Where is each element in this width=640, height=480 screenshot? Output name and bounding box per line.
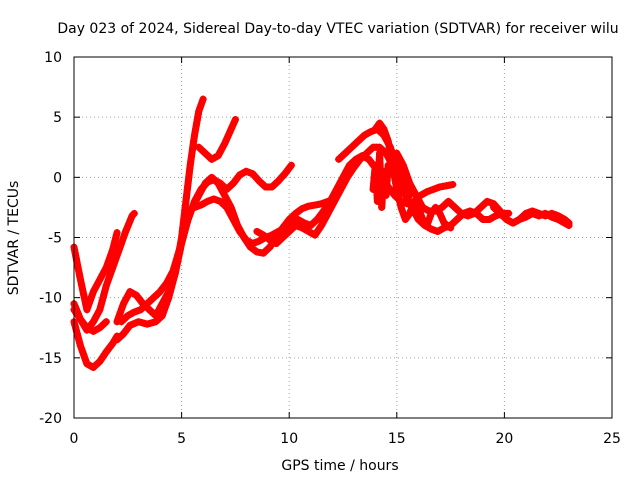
data-point xyxy=(199,95,207,103)
y-tick-labels: -20 -15 -10 -5 0 5 10 xyxy=(39,50,62,427)
data-point xyxy=(252,238,260,246)
y-tick-label: -10 xyxy=(39,291,62,307)
data-point xyxy=(194,202,202,210)
data-point xyxy=(292,221,300,229)
x-tick-label: 25 xyxy=(603,431,621,447)
x-axis-title: GPS time / hours xyxy=(281,458,398,474)
data-point xyxy=(113,229,121,237)
data-point xyxy=(505,209,513,217)
data-point xyxy=(303,220,311,228)
data-point xyxy=(464,212,472,220)
data-point xyxy=(427,225,435,233)
y-tick-label: 0 xyxy=(53,170,62,186)
x-tick-label: 0 xyxy=(70,431,79,447)
x-tick-label: 5 xyxy=(177,431,186,447)
y-tick-label: 10 xyxy=(44,50,62,66)
data-point xyxy=(483,197,491,205)
data-point xyxy=(129,211,137,219)
x-tick-label: 15 xyxy=(388,431,406,447)
data-point xyxy=(430,226,438,234)
series-arc-1 xyxy=(70,229,121,314)
data-point xyxy=(301,203,309,211)
data-point xyxy=(213,196,221,204)
y-tick-label: -20 xyxy=(39,411,62,427)
x-tick-labels: 0 5 10 15 20 25 xyxy=(70,431,621,447)
data-point xyxy=(231,116,239,124)
data-point xyxy=(461,211,469,219)
data-point xyxy=(528,209,536,217)
data-point xyxy=(245,169,253,177)
data-point xyxy=(548,213,556,221)
data-point xyxy=(426,187,434,195)
data-point xyxy=(317,200,325,208)
y-axis-title: SDTVAR / TECUs xyxy=(6,181,22,296)
data-point xyxy=(486,199,494,207)
data-point xyxy=(519,214,527,222)
data-point xyxy=(532,211,540,219)
data-point xyxy=(133,307,141,315)
data-point xyxy=(467,211,475,219)
series-arc-13 xyxy=(369,149,392,211)
data-point xyxy=(515,215,523,223)
data-point xyxy=(384,161,392,169)
y-tick-label: -5 xyxy=(48,231,62,247)
data-point xyxy=(203,197,211,205)
data-point xyxy=(102,318,110,326)
data-point xyxy=(433,184,441,192)
series-arc-8 xyxy=(195,116,239,163)
y-tick-label: 5 xyxy=(53,110,62,126)
data-point xyxy=(551,214,559,222)
x-tick-label: 20 xyxy=(495,431,513,447)
series-arc-4 xyxy=(70,306,110,335)
data-point xyxy=(130,209,138,217)
data-point xyxy=(423,188,431,196)
data-point xyxy=(207,196,215,204)
data-point xyxy=(191,203,199,211)
data-point xyxy=(449,181,457,189)
data-point xyxy=(535,212,543,220)
data-point xyxy=(210,195,218,203)
data-point xyxy=(447,224,455,232)
data-point xyxy=(429,185,437,193)
data-point xyxy=(287,161,295,169)
data-point xyxy=(242,167,250,175)
series-group xyxy=(70,95,573,371)
data-point xyxy=(249,240,257,248)
data-point xyxy=(565,221,573,229)
chart-title: Day 023 of 2024, Sidereal Day-to-day VTE… xyxy=(57,21,618,37)
data-point xyxy=(406,191,414,199)
series-arc-15 xyxy=(490,203,573,229)
data-point xyxy=(295,223,303,231)
data-point xyxy=(457,209,465,217)
x-tick-label: 10 xyxy=(280,431,298,447)
data-point xyxy=(130,308,138,316)
y-tick-label: -15 xyxy=(39,351,62,367)
data-point xyxy=(298,205,306,213)
axis-ticks xyxy=(73,56,613,419)
data-point xyxy=(538,211,546,219)
